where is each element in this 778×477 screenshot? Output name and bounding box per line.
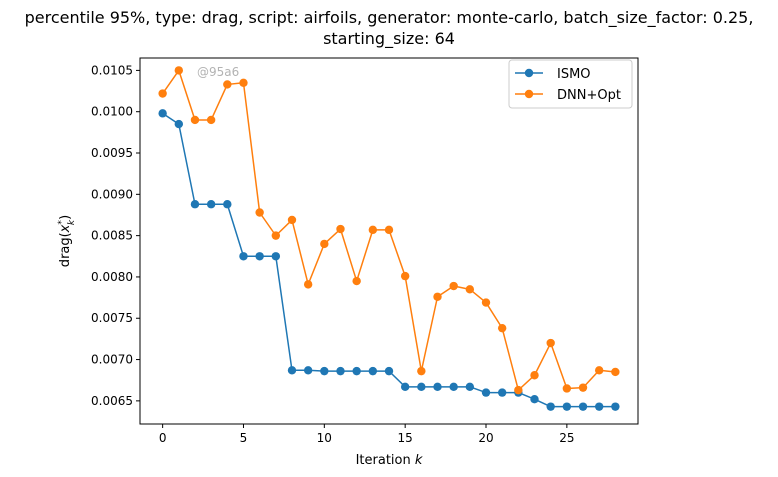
- data-point-dnn-opt: [158, 89, 167, 98]
- data-point-dnn-opt: [562, 384, 572, 393]
- y-tick-label: 0.0070: [91, 353, 133, 367]
- chart-title-line-1: percentile 95%, type: drag, script: airf…: [24, 8, 754, 27]
- data-point-ismo: [530, 395, 539, 404]
- data-point-ismo: [497, 388, 507, 397]
- x-axis-label: Iteration k: [356, 453, 423, 468]
- y-tick-label: 0.0080: [91, 270, 133, 284]
- data-point-dnn-opt: [481, 298, 491, 307]
- data-point-dnn-opt: [578, 383, 588, 392]
- data-point-ismo: [255, 252, 264, 261]
- data-point-ismo: [352, 366, 361, 376]
- watermark-text: @95a6: [197, 65, 239, 79]
- x-axis-ticks: 0 5 10 15 20 25: [159, 424, 574, 445]
- data-point-ismo: [400, 382, 410, 392]
- data-point-dnn-opt: [255, 208, 264, 217]
- data-point-ismo: [562, 402, 572, 411]
- data-point-ismo: [303, 366, 313, 375]
- data-point-ismo: [611, 402, 620, 411]
- legend-items: ISMO DNN+Opt: [515, 67, 621, 103]
- data-point-ismo: [465, 382, 475, 392]
- data-point-ismo: [384, 366, 394, 376]
- data-point-dnn-opt: [320, 239, 329, 249]
- x-axis-label-variable: k: [415, 453, 423, 468]
- data-point-ismo: [190, 200, 200, 209]
- data-point-dnn-opt: [433, 292, 442, 301]
- data-point-ismo: [223, 200, 232, 209]
- series-dnn-opt: [158, 66, 620, 395]
- y-axis-label-subscript: k: [67, 219, 77, 225]
- series-ismo: [158, 109, 620, 411]
- data-point-ismo: [158, 109, 167, 118]
- data-point-dnn-opt: [271, 231, 281, 240]
- legend-label-dnn-opt: DNN+Opt: [557, 88, 621, 103]
- data-point-ismo: [578, 402, 588, 411]
- y-tick-label: 0.0100: [91, 105, 133, 119]
- data-point-dnn-opt: [546, 338, 555, 348]
- y-axis-label-variable: x: [58, 224, 73, 233]
- y-tick-label: 0.0075: [91, 311, 133, 325]
- data-point-dnn-opt: [368, 225, 378, 235]
- y-tick-label: 0.0090: [91, 187, 133, 201]
- chart-title-line-2: starting_size: 64: [323, 29, 455, 48]
- data-point-dnn-opt: [417, 366, 426, 376]
- data-point-dnn-opt: [336, 224, 345, 234]
- data-point-dnn-opt: [449, 281, 458, 291]
- y-tick-label: 0.0095: [91, 146, 133, 160]
- plot-area: [140, 58, 638, 424]
- data-point-dnn-opt: [190, 115, 200, 125]
- y-tick-label: 0.0065: [91, 394, 133, 408]
- data-point-ismo: [481, 388, 491, 397]
- y-axis-label: drag(x*k): [57, 215, 77, 267]
- data-point-dnn-opt: [239, 78, 248, 87]
- y-axis-label-superscript: *: [57, 220, 67, 225]
- data-point-dnn-opt: [594, 366, 604, 375]
- data-point-dnn-opt: [497, 323, 507, 333]
- x-tick-label: 25: [559, 431, 574, 445]
- data-point-ismo: [320, 366, 329, 376]
- data-point-dnn-opt: [514, 385, 523, 395]
- x-tick-label: 20: [478, 431, 493, 445]
- data-point-ismo: [546, 402, 555, 411]
- data-point-ismo: [174, 119, 184, 129]
- y-tick-label: 0.0105: [91, 63, 133, 77]
- x-tick-label: 0: [159, 431, 167, 445]
- data-point-ismo: [287, 366, 297, 375]
- plot-frame: [139, 57, 639, 425]
- legend-label-ismo: ISMO: [557, 67, 591, 82]
- x-tick-label: 15: [398, 431, 413, 445]
- data-point-ismo: [417, 382, 426, 392]
- data-point-ismo: [594, 402, 604, 411]
- legend-marker-dnn-opt: [524, 89, 534, 99]
- data-point-dnn-opt: [465, 285, 475, 294]
- legend-marker-ismo: [524, 68, 534, 78]
- data-point-ismo: [368, 366, 378, 376]
- data-point-dnn-opt: [206, 115, 216, 125]
- data-point-dnn-opt: [174, 66, 184, 75]
- data-point-dnn-opt: [223, 80, 232, 89]
- data-point-dnn-opt: [352, 276, 361, 286]
- legend-box: [508, 59, 633, 109]
- data-point-ismo: [271, 252, 281, 261]
- x-tick-label: 10: [317, 431, 332, 445]
- data-point-dnn-opt: [611, 367, 620, 377]
- y-axis-ticks: 0.0065 0.0070 0.0075 0.0080 0.0085 0.0090 0.00…: [91, 63, 140, 408]
- data-point-ismo: [206, 200, 216, 209]
- legend: ISMO DNN+Opt: [508, 59, 633, 109]
- data-point-ismo: [239, 252, 248, 261]
- axes-layer: [139, 57, 639, 425]
- y-tick-label: 0.0085: [91, 229, 133, 243]
- data-point-dnn-opt: [287, 215, 297, 225]
- data-point-dnn-opt: [530, 371, 539, 380]
- series-layer: [158, 66, 620, 411]
- data-point-dnn-opt: [303, 280, 313, 289]
- data-point-ismo: [433, 382, 442, 392]
- x-tick-label: 5: [240, 431, 248, 445]
- data-point-ismo: [336, 366, 345, 376]
- data-point-dnn-opt: [384, 225, 394, 235]
- data-point-dnn-opt: [400, 271, 410, 281]
- data-point-ismo: [449, 382, 458, 392]
